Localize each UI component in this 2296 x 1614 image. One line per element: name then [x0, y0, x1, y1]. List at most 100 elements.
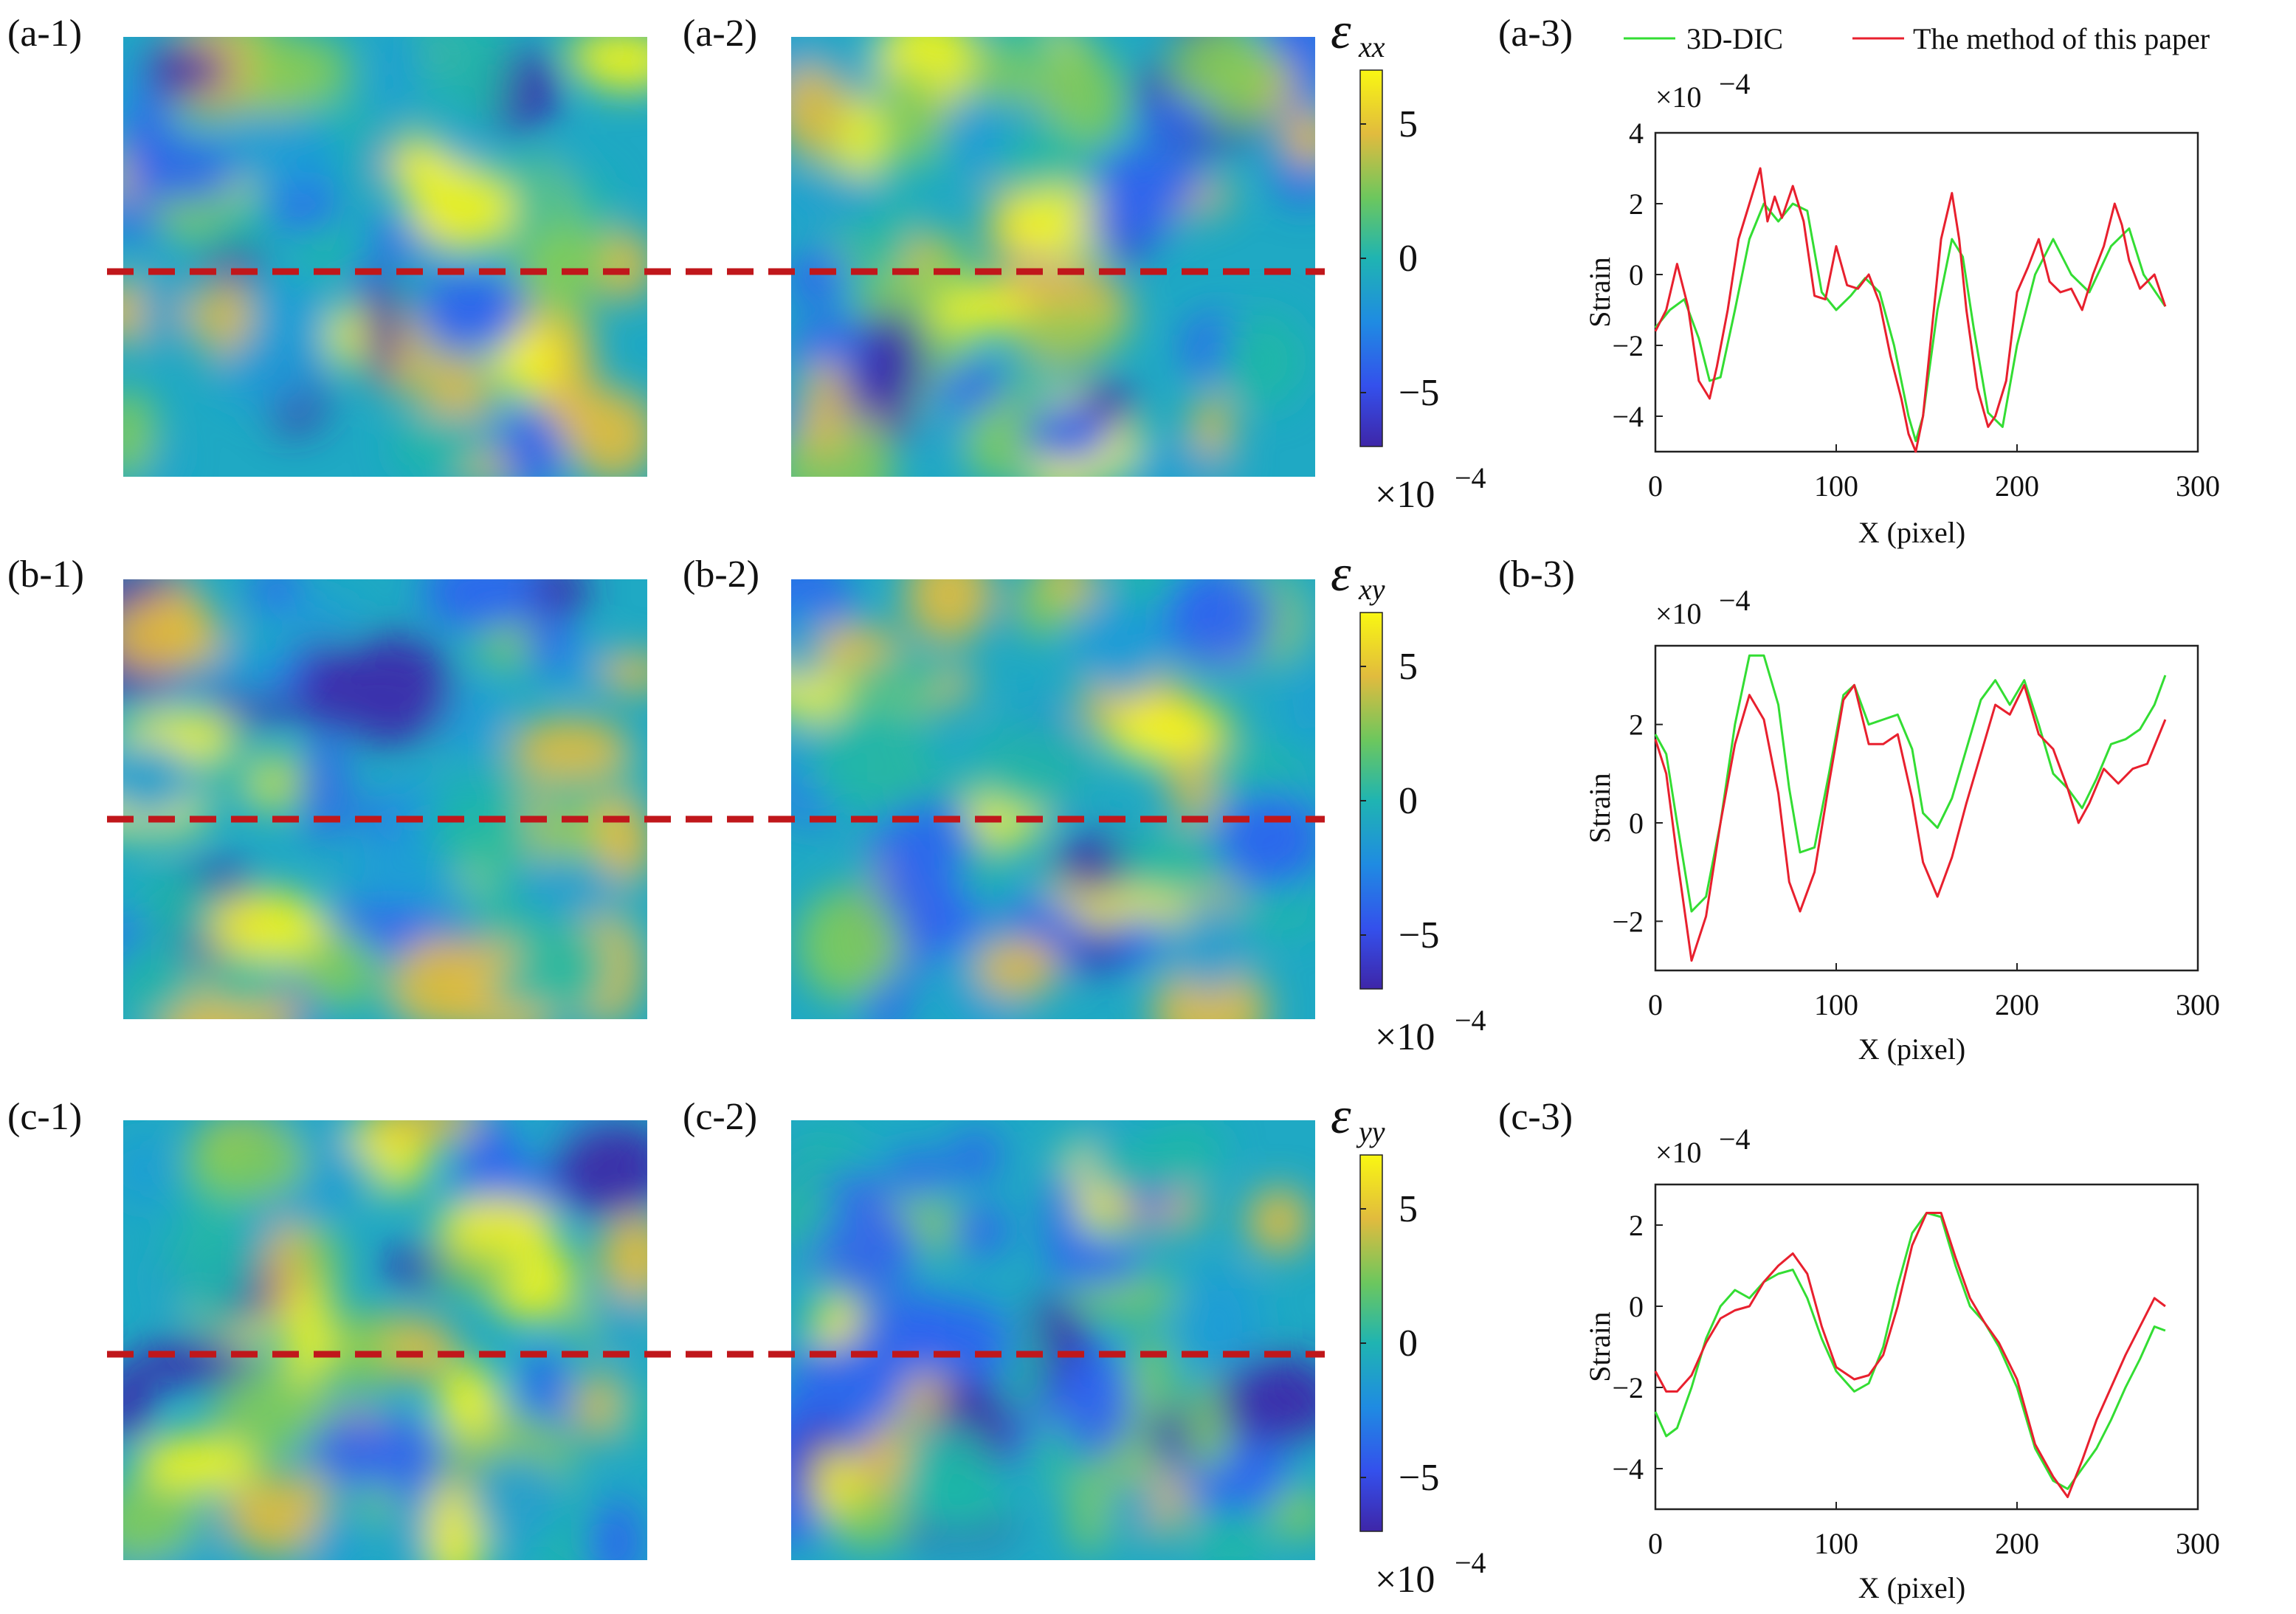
heatmap-blob: [818, 1204, 911, 1298]
colorbar-c-tick-5: 5: [1399, 1188, 1418, 1230]
heatmap-blob: [134, 44, 231, 97]
legend-label-dic: 3D-DIC: [1686, 22, 1783, 55]
x-axis-label: X (pixel): [1858, 1032, 1966, 1066]
heatmap-blob: [499, 404, 565, 477]
heatmap-blob: [123, 1482, 202, 1560]
heatmap-blob: [123, 49, 148, 104]
heatmap-blob: [330, 634, 452, 746]
heatmap-blob: [465, 1120, 518, 1197]
heatmap-blob: [123, 938, 199, 1019]
heatmap-blob: [1070, 1491, 1109, 1553]
heatmap-blob: [301, 637, 343, 735]
x-tick-label: 200: [1995, 1527, 2039, 1560]
heatmap-blob: [1113, 832, 1235, 899]
panel-label-b2: (b-2): [683, 553, 759, 596]
plot-frame: [1654, 644, 2199, 972]
y-axis-label: Strain: [1583, 1311, 1616, 1382]
heatmap-blob: [123, 388, 157, 477]
heatmap-blob: [1080, 199, 1171, 248]
panel-label-a2: (a-2): [683, 13, 757, 55]
panel-label-c3: (c-3): [1498, 1096, 1573, 1138]
y-tick-label: 4: [1629, 117, 1644, 150]
heatmap-blob: [1292, 671, 1315, 743]
heatmap-blob: [1218, 312, 1307, 409]
heatmap-blob: [208, 635, 284, 702]
x-axis-label: X (pixel): [1858, 516, 1966, 549]
panel-label-b3: (b-3): [1498, 553, 1575, 596]
heatmap-blob: [1000, 187, 1120, 262]
colorbar-a-scale: ×10: [1375, 474, 1435, 516]
heatmap-blob: [1137, 97, 1215, 139]
heatmap-blob: [791, 250, 843, 308]
heatmap-c2: [791, 1120, 1315, 1560]
heatmap-blob: [520, 224, 614, 290]
row-c: (c-1) (c-2) (c-3) 5 0 −5 ε yy ×10 −4: [7, 1088, 1573, 1601]
y-scale-exponent: −4: [1719, 584, 1751, 617]
line-plot-b3: 0 100 200 300 2 0 −2 X (pixel) Strain ×10 −4: [1583, 584, 2220, 1066]
y-scale-exponent: −4: [1719, 1122, 1751, 1156]
y-tick-label: 0: [1629, 807, 1644, 840]
heatmap-blob: [321, 1311, 396, 1388]
heatmap-blob: [1057, 1346, 1132, 1459]
heatmap-blob: [813, 702, 934, 820]
panel-label-b1: (b-1): [7, 553, 84, 596]
heatmap-blob: [262, 596, 359, 641]
colorbar-a-tick-5: 5: [1399, 103, 1418, 145]
heatmap-a2: [791, 37, 1315, 477]
heatmap-blob: [201, 955, 288, 1008]
x-tick-label: 300: [2176, 469, 2220, 503]
series-line-method: [1654, 167, 2167, 453]
heatmap-blob: [909, 1300, 1014, 1385]
y-tick-label: 2: [1629, 187, 1644, 221]
heatmap-blob: [163, 1215, 255, 1316]
heatmap-blob: [138, 265, 187, 351]
heatmap-blob: [868, 1419, 908, 1485]
heatmap-blob: [422, 579, 541, 632]
heatmap-blob: [1280, 108, 1315, 168]
heatmap-blob: [1107, 1480, 1164, 1529]
heatmap-blob: [123, 738, 194, 821]
x-tick-label: 200: [1995, 469, 2039, 503]
plot-frame: [1654, 1183, 2199, 1511]
heatmap-blob: [362, 270, 400, 385]
heatmap-blob: [1094, 1137, 1197, 1187]
colorbar-a-tick-m5: −5: [1399, 372, 1439, 414]
y-scale-label: ×10: [1655, 597, 1702, 630]
heatmap-b2: [791, 579, 1315, 1019]
heatmap-blob: [1217, 1354, 1315, 1446]
heatmap-blob: [508, 717, 630, 781]
colorbar-a-tick-0: 0: [1399, 238, 1418, 280]
colorbar-b-scale-exp: −4: [1455, 1004, 1486, 1037]
heatmap-blob: [525, 612, 573, 672]
heatmap-blob: [123, 1361, 153, 1445]
heatmap-blob: [467, 1454, 565, 1548]
colorbar-b: 5 0 −5 ε xy ×10 −4: [1331, 545, 1486, 1058]
row-b: (b-1) (b-2) (b-3) 5 0 −5 ε xy ×10 −4: [7, 545, 1575, 1058]
heatmap-blob: [223, 1474, 335, 1557]
heatmap-blob: [1214, 790, 1315, 888]
y-tick-label: −4: [1612, 1452, 1644, 1486]
heatmap-blob: [306, 1415, 404, 1486]
panel-label-c2: (c-2): [683, 1096, 757, 1138]
heatmap-blob: [880, 65, 943, 164]
heatmap-blob: [208, 889, 326, 965]
heatmap-blob: [576, 37, 647, 92]
colorbar-c-scale: ×10: [1375, 1559, 1435, 1601]
heatmap-blob: [427, 787, 538, 877]
heatmap-blob: [366, 1120, 488, 1142]
heatmap-blob: [858, 308, 926, 414]
heatmap-blob: [135, 1434, 261, 1494]
heatmap-blob: [973, 718, 1092, 816]
heatmap-blob: [951, 1131, 1001, 1181]
colorbar-b-tick-m5: −5: [1399, 914, 1439, 956]
heatmap-blob: [607, 1387, 647, 1443]
colorbar-c-subscript: yy: [1356, 1115, 1385, 1148]
heatmap-blob: [1171, 899, 1247, 993]
heatmap-blob: [974, 937, 1061, 999]
colorbar-a: 5 0 −5 ε xx ×10 −4: [1331, 3, 1486, 516]
panel-label-a3: (a-3): [1498, 13, 1573, 55]
colorbar-b-symbol: ε: [1331, 545, 1351, 602]
x-tick-label: 200: [1995, 988, 2039, 1021]
colorbar-a-scale-exp: −4: [1455, 461, 1486, 494]
colorbar-b-scale: ×10: [1375, 1016, 1435, 1058]
